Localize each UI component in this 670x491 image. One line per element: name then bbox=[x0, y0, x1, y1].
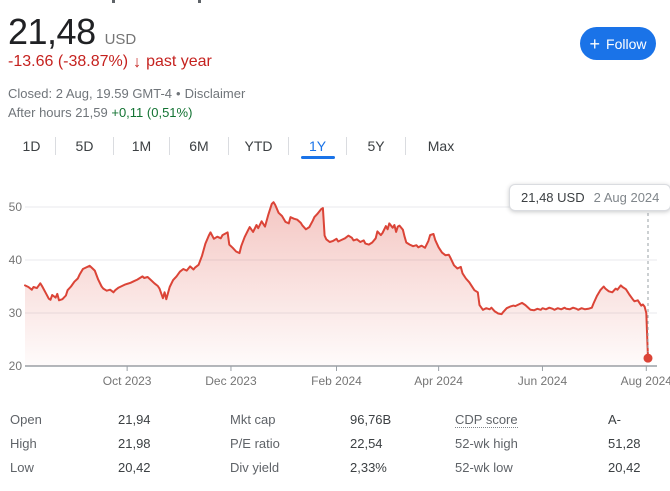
tab-5y[interactable]: 5Y bbox=[367, 138, 385, 154]
stat-mkt-cap: Mkt cap 96,76B bbox=[230, 407, 391, 431]
stat-52wk-high: 52-wk high 51,28 bbox=[455, 431, 641, 455]
stat-value: 21,98 bbox=[118, 435, 151, 451]
svg-text:Dec 2023: Dec 2023 bbox=[205, 374, 257, 388]
current-price: 21,48 bbox=[8, 11, 96, 52]
stat-label: 52-wk high bbox=[455, 435, 518, 451]
stat-label: P/E ratio bbox=[230, 435, 280, 451]
tab-divider bbox=[55, 137, 56, 155]
tab-divider bbox=[169, 137, 170, 155]
follow-button[interactable]: + Follow bbox=[580, 27, 656, 60]
follow-button-label: Follow bbox=[606, 35, 647, 52]
change-value: -13.66 (-38.87%) bbox=[8, 53, 129, 70]
time-range-tabs: 1D 5D 1M 6M YTD 1Y 5Y Max bbox=[8, 133, 476, 159]
stat-value: 20,42 bbox=[608, 459, 641, 475]
tab-1d[interactable]: 1D bbox=[22, 138, 41, 154]
stat-label: Low bbox=[10, 459, 34, 475]
tab-1y[interactable]: 1Y bbox=[289, 133, 346, 159]
stat-label: Mkt cap bbox=[230, 411, 276, 427]
cutoff-artifact bbox=[198, 0, 201, 3]
svg-text:Jun 2024: Jun 2024 bbox=[518, 374, 568, 388]
stat-value: 96,76B bbox=[350, 411, 392, 427]
stat-label: 52-wk low bbox=[455, 459, 513, 475]
svg-text:50: 50 bbox=[9, 200, 23, 214]
market-status-line: Closed: 2 Aug, 19.59 GMT-4 • Disclaimer bbox=[8, 86, 245, 101]
tab-max[interactable]: Max bbox=[427, 138, 455, 154]
stat-value: 2,33% bbox=[350, 459, 387, 475]
stat-div-yield: Div yield 2,33% bbox=[230, 455, 391, 479]
stat-value: 20,42 bbox=[118, 459, 151, 475]
tab-1m[interactable]: 1M bbox=[131, 138, 152, 154]
stat-cdp-score: CDP score A- bbox=[455, 407, 641, 431]
dot-separator: • bbox=[176, 86, 181, 101]
tab-ytd[interactable]: YTD bbox=[244, 138, 273, 154]
change-period: past year bbox=[146, 53, 212, 70]
stat-value: 21,94 bbox=[118, 411, 151, 427]
stat-value: A- bbox=[608, 411, 621, 427]
tooltip-price: 21,48 USD bbox=[521, 190, 585, 205]
svg-text:30: 30 bbox=[9, 306, 23, 320]
stats-column: CDP score A- 52-wk high 51,28 52-wk low … bbox=[455, 407, 641, 479]
stat-value: 22,54 bbox=[350, 435, 383, 451]
plus-icon: + bbox=[589, 33, 601, 54]
tab-divider bbox=[228, 137, 229, 155]
stat-pe-ratio: P/E ratio 22,54 bbox=[230, 431, 391, 455]
svg-text:Apr 2024: Apr 2024 bbox=[414, 374, 463, 388]
closed-status: Closed: 2 Aug, 19.59 GMT-4 bbox=[8, 86, 173, 101]
after-hours-change: +0,11 (0,51%) bbox=[111, 105, 193, 120]
disclaimer-link[interactable]: Disclaimer bbox=[184, 86, 246, 101]
stats-column: Open 21,94 High 21,98 Low 20,42 bbox=[10, 407, 151, 479]
cutoff-artifact bbox=[112, 0, 115, 3]
price-change: -13.66 (-38.87%) ↓ past year bbox=[8, 53, 212, 71]
svg-text:20: 20 bbox=[9, 359, 23, 373]
tab-divider bbox=[405, 137, 406, 155]
cdp-score-term[interactable]: CDP score bbox=[455, 411, 518, 428]
chart-tooltip: 21,48 USD 2 Aug 2024 bbox=[509, 184, 670, 211]
stat-label: Open bbox=[10, 411, 42, 427]
stat-high: High 21,98 bbox=[10, 431, 151, 455]
svg-text:Oct 2023: Oct 2023 bbox=[103, 374, 152, 388]
stat-low: Low 20,42 bbox=[10, 455, 151, 479]
svg-text:Feb 2024: Feb 2024 bbox=[311, 374, 362, 388]
chart-endpoint-dot bbox=[643, 353, 653, 363]
tab-divider bbox=[346, 137, 347, 155]
tab-divider bbox=[113, 137, 114, 155]
stat-label: Div yield bbox=[230, 459, 280, 475]
arrow-down-icon: ↓ bbox=[133, 54, 142, 71]
stat-52wk-low: 52-wk low 20,42 bbox=[455, 455, 641, 479]
tab-5d[interactable]: 5D bbox=[75, 138, 94, 154]
svg-text:40: 40 bbox=[9, 253, 23, 267]
after-hours-price: After hours 21,59 bbox=[8, 105, 108, 120]
stat-value: 51,28 bbox=[608, 435, 641, 451]
stat-open: Open 21,94 bbox=[10, 407, 151, 431]
stat-label: High bbox=[10, 435, 37, 451]
price-header: 21,48 USD bbox=[8, 12, 136, 52]
tooltip-date: 2 Aug 2024 bbox=[593, 190, 660, 205]
after-hours-line: After hours 21,59 +0,11 (0,51%) bbox=[8, 105, 192, 120]
svg-text:Aug 2024: Aug 2024 bbox=[621, 374, 670, 388]
stats-column: Mkt cap 96,76B P/E ratio 22,54 Div yield… bbox=[230, 407, 391, 479]
tab-6m[interactable]: 6M bbox=[189, 138, 209, 154]
currency-label: USD bbox=[104, 31, 137, 48]
